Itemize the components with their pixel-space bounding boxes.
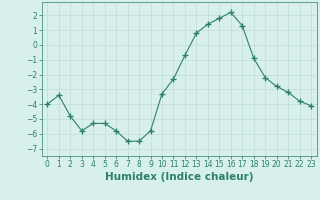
X-axis label: Humidex (Indice chaleur): Humidex (Indice chaleur) <box>105 172 253 182</box>
